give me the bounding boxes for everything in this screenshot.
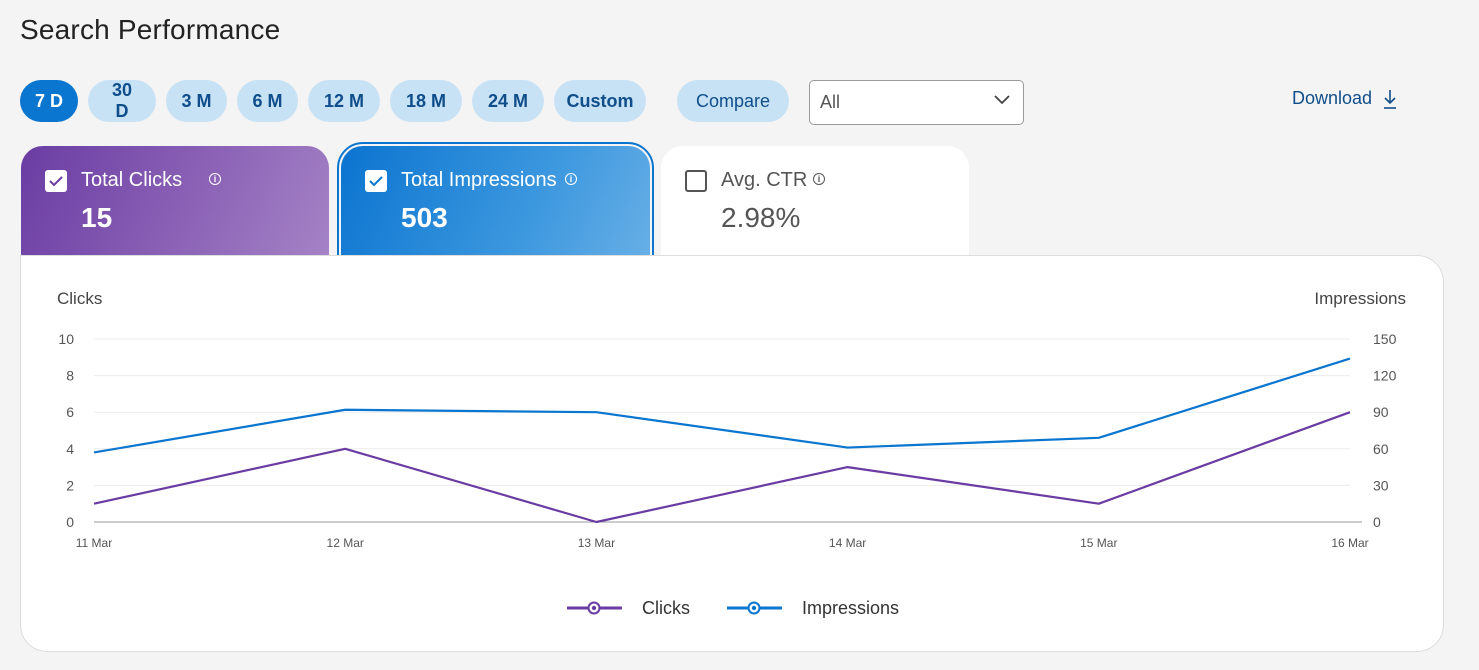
- clicks-value: 15: [81, 202, 113, 233]
- legend-label: Impressions: [802, 598, 899, 618]
- y-left-tick-label: 0: [66, 514, 74, 530]
- check-icon: [369, 176, 383, 187]
- avg-ctr-card[interactable]: Avg. CTR i 2.98%: [661, 146, 969, 256]
- ctr-checkbox[interactable]: [685, 170, 707, 192]
- impressions-value: 503: [401, 202, 448, 233]
- impressions-checkbox[interactable]: [365, 170, 387, 192]
- download-label: Download: [1292, 88, 1373, 108]
- info-icon[interactable]: i: [813, 173, 825, 185]
- download-button[interactable]: Download: [1292, 88, 1398, 109]
- y-right-tick-label: 30: [1373, 477, 1389, 493]
- ctr-value: 2.98%: [721, 202, 801, 233]
- performance-chart-panel: Clicks Impressions 0 2 4 6 8 10 0 30 60 90 120 150 11 …: [21, 256, 1443, 651]
- range-12m-button[interactable]: 12 M: [308, 80, 380, 122]
- range-3m-button[interactable]: 3 M: [166, 80, 227, 122]
- total-clicks-card[interactable]: Total Clicks i 15: [21, 146, 329, 256]
- range-custom-button[interactable]: Custom: [554, 80, 646, 122]
- page-title: Search Performance: [20, 14, 281, 45]
- x-tick-label: 12 Mar: [327, 536, 364, 550]
- y-left-tick-label: 2: [66, 477, 74, 493]
- y-right-axis-label: Impressions: [1314, 289, 1406, 308]
- y-left-axis-label: Clicks: [57, 289, 102, 308]
- range-30d-button[interactable]: 30 D: [88, 80, 156, 122]
- x-tick-label: 15 Mar: [1080, 536, 1117, 550]
- y-left-tick-label: 10: [58, 331, 74, 347]
- clicks-checkbox[interactable]: [45, 170, 67, 192]
- download-icon: [1384, 89, 1397, 109]
- x-tick-label: 16 Mar: [1331, 536, 1368, 550]
- legend-marker-dot: [751, 605, 757, 611]
- x-tick-label: 13 Mar: [578, 536, 615, 550]
- y-right-tick-label: 120: [1373, 368, 1397, 384]
- x-tick-label: 11 Mar: [76, 536, 112, 550]
- range-7d-button[interactable]: 7 D: [20, 80, 78, 122]
- range-6m-button[interactable]: 6 M: [237, 80, 298, 122]
- compare-button[interactable]: Compare: [677, 80, 789, 122]
- x-tick-label: 14 Mar: [829, 536, 866, 550]
- y-left-tick-label: 6: [66, 404, 74, 420]
- y-right-tick-label: 0: [1373, 514, 1381, 530]
- ctr-label: Avg. CTR: [721, 169, 808, 191]
- range-24m-button[interactable]: 24 M: [472, 80, 544, 122]
- y-left-tick-label: 4: [66, 441, 74, 457]
- legend-marker-dot: [591, 605, 597, 611]
- range-18m-button[interactable]: 18 M: [390, 80, 462, 122]
- y-right-tick-label: 60: [1373, 441, 1389, 457]
- clicks-label: Total Clicks: [81, 169, 183, 191]
- legend-label: Clicks: [642, 598, 690, 618]
- filter-select[interactable]: All: [809, 80, 1024, 125]
- chevron-down-icon: [994, 95, 1010, 105]
- y-left-tick-label: 8: [66, 368, 74, 384]
- performance-chart: Clicks Impressions 0 2 4 6 8 10 0 30 60 90 120 150 11 …: [57, 289, 1406, 618]
- filter-select-value: All: [820, 92, 841, 112]
- y-right-tick-label: 150: [1373, 331, 1397, 347]
- series-line-impressions: [93, 357, 1351, 454]
- date-range-selector: 7 D 30 D 3 M 6 M 12 M 18 M 24 M Custom: [20, 80, 646, 122]
- check-icon: [49, 176, 63, 187]
- series-line-clicks: [93, 411, 1351, 524]
- y-right-tick-label: 90: [1373, 404, 1389, 420]
- total-impressions-card[interactable]: Total Impressions i 503: [337, 142, 654, 262]
- info-icon[interactable]: i: [209, 173, 221, 185]
- info-icon[interactable]: i: [565, 173, 577, 185]
- impressions-label: Total Impressions: [401, 169, 557, 191]
